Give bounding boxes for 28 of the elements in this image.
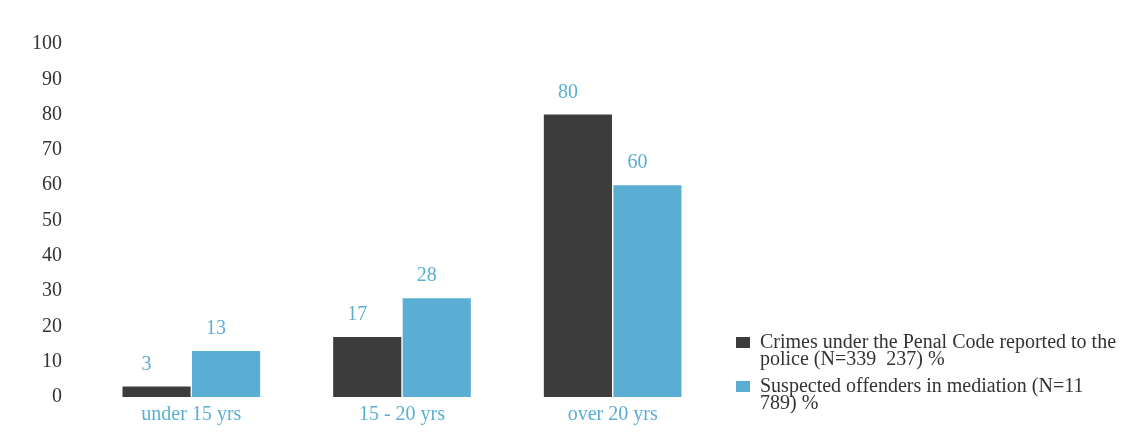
y-tick-label: 20 <box>42 313 62 336</box>
y-tick-label: 30 <box>42 278 62 301</box>
x-tick-label: over 20 yrs <box>567 402 658 426</box>
y-tick-label: 90 <box>42 66 62 89</box>
bar <box>333 336 402 397</box>
y-tick-label: 10 <box>42 348 62 371</box>
bar <box>543 114 612 397</box>
legend-label: Crimes under the Penal Code reported to the police (N=339 237) % <box>760 330 1117 369</box>
data-label: 80 <box>557 79 578 102</box>
y-tick-label: 80 <box>42 101 62 124</box>
x-tick-label: under 15 yrs <box>141 402 242 426</box>
data-label: 60 <box>627 150 648 173</box>
data-label: 17 <box>347 302 368 325</box>
data-label: 28 <box>416 263 437 286</box>
x-tick-label: 15 - 20 yrs <box>358 402 446 426</box>
data-label: 13 <box>206 316 227 339</box>
y-tick-label: 100 <box>32 31 62 54</box>
bar <box>402 298 471 397</box>
y-tick-label: 40 <box>42 243 62 266</box>
y-tick-label: 50 <box>42 207 62 230</box>
bar <box>192 351 261 397</box>
legend-label: Suspected offenders in mediation (N=11 789) % <box>760 374 1085 413</box>
data-label: 3 <box>141 351 152 374</box>
y-tick-label: 0 <box>52 384 62 407</box>
bar <box>122 386 191 397</box>
y-tick-label: 70 <box>42 137 62 160</box>
bar <box>613 185 682 397</box>
y-tick-label: 60 <box>42 172 62 195</box>
